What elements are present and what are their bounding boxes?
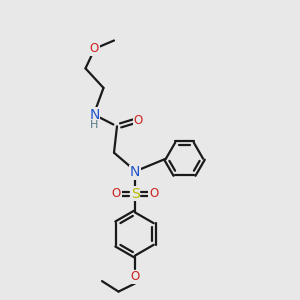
Text: H: H xyxy=(90,119,99,130)
Text: O: O xyxy=(130,270,140,283)
Text: O: O xyxy=(134,114,142,127)
Text: O: O xyxy=(112,187,121,200)
Text: S: S xyxy=(130,187,140,201)
Text: O: O xyxy=(149,187,158,200)
Text: O: O xyxy=(90,42,99,56)
Text: N: N xyxy=(130,165,140,179)
Text: N: N xyxy=(89,108,100,122)
